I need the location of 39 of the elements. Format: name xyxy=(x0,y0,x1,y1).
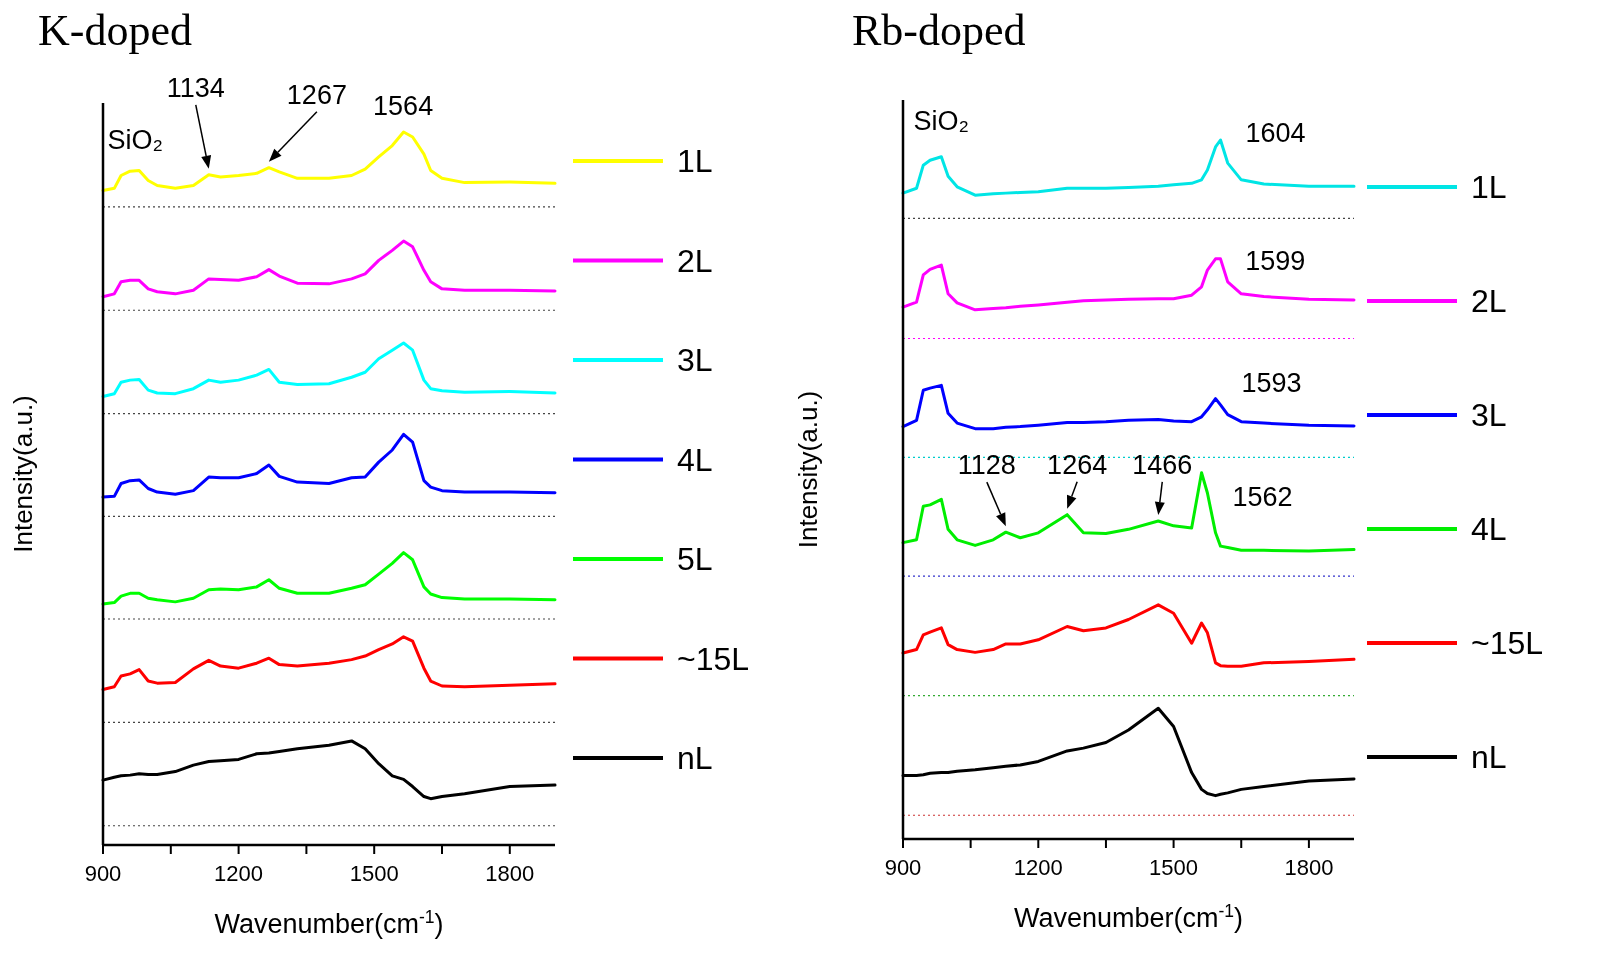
annotation: 1466 xyxy=(1132,449,1193,480)
x-tick-label: 1200 xyxy=(1013,855,1063,880)
x-tick-label: 1200 xyxy=(214,861,264,886)
annotation: 1604 xyxy=(1245,118,1306,148)
annotation: SiO₂ xyxy=(107,124,163,155)
legend-label: 1L xyxy=(677,143,713,179)
x-tick-label: 1500 xyxy=(1149,855,1199,880)
x-tick-label: 900 xyxy=(84,861,122,886)
annotation: 1134 xyxy=(166,72,225,103)
annotation: 1593 xyxy=(1241,367,1302,398)
legend-label: 3L xyxy=(1471,397,1507,433)
legend-label: 5L xyxy=(677,541,713,577)
annotation: 1564 xyxy=(373,91,434,121)
annotation: 1128 xyxy=(957,450,1016,481)
x-tick-label: 900 xyxy=(884,855,922,880)
annotation: 1264 xyxy=(1047,449,1108,480)
x-tick-label: 1500 xyxy=(349,861,399,886)
legend-label: nL xyxy=(1471,739,1507,775)
legend-label: 2L xyxy=(677,242,713,279)
legend-label: 3L xyxy=(677,342,713,378)
legend-label: 1L xyxy=(1471,169,1507,205)
chart-title: K-doped xyxy=(38,6,192,55)
legend-label: 4L xyxy=(1471,511,1507,547)
annotation: 1562 xyxy=(1232,481,1293,512)
legend-label: ~15L xyxy=(677,640,750,677)
x-axis-title: Wavenumber(cm$^{-1}$) xyxy=(1013,901,1244,933)
legend-label: nL xyxy=(677,740,713,776)
y-axis-title: Intensity(a.u.) xyxy=(8,395,38,553)
legend-label: 4L xyxy=(677,441,713,478)
y-axis-title: Intensity(a.u.) xyxy=(793,390,823,549)
annotation: SiO₂ xyxy=(913,105,970,136)
annotation: 1599 xyxy=(1245,245,1306,276)
annotation: 1267 xyxy=(286,79,347,110)
chart-title: Rb-doped xyxy=(852,6,1026,55)
legend-label: ~15L xyxy=(1471,625,1544,661)
x-axis-title: Wavenumber(cm$^{-1}$) xyxy=(214,907,444,939)
x-tick-label: 1800 xyxy=(485,861,535,886)
legend-label: 2L xyxy=(1471,283,1507,319)
x-tick-label: 1800 xyxy=(1284,855,1334,880)
